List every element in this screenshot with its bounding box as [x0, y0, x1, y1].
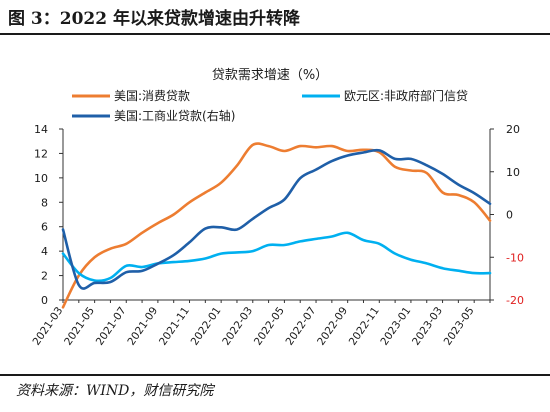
- legend-label: 美国:消费贷款: [114, 89, 190, 103]
- right-tick-label: -20: [506, 294, 524, 307]
- x-tick-label: 2021-11: [157, 305, 192, 348]
- x-tick-label: 2021-09: [125, 305, 160, 348]
- x-tick-label: 2022-01: [189, 305, 224, 348]
- right-tick-label: 10: [506, 166, 520, 179]
- right-tick-label: -10: [506, 251, 524, 264]
- chart-axes: 02468101214-20-10010202021-032021-052021…: [30, 123, 524, 348]
- left-tick-label: 12: [34, 147, 48, 160]
- right-tick-label: 20: [506, 123, 520, 136]
- commercial-loan-line: [61, 148, 492, 290]
- x-tick-label: 2022-05: [252, 305, 287, 348]
- chart-series: [61, 142, 492, 309]
- source-rule: [0, 374, 550, 376]
- x-tick-label: 2023-03: [410, 305, 445, 348]
- x-tick-label: 2023-05: [442, 305, 477, 348]
- consumer-loan-line: [61, 142, 492, 309]
- figure-title: 图 3：2022 年以来贷款增速由升转降: [8, 9, 300, 29]
- source-note: 资料来源：WIND，财信研究院: [16, 383, 214, 399]
- legend-label: 欧元区:非政府部门信贷: [344, 88, 468, 103]
- left-tick-label: 6: [41, 221, 48, 234]
- left-tick-label: 0: [41, 294, 48, 307]
- chart-title: 贷款需求增速（%）: [212, 68, 328, 83]
- legend-label: 美国:工商业贷款(右轴): [114, 108, 235, 123]
- line-chart: 贷款需求增速（%） 美国:消费贷款 欧元区:非政府部门信贷美国:工商业贷款(右轴)…: [30, 68, 524, 348]
- left-tick-label: 2: [41, 270, 48, 283]
- x-tick-label: 2021-05: [62, 305, 97, 348]
- x-tick-label: 2023-01: [378, 305, 413, 348]
- x-tick-label: 2022-03: [220, 305, 255, 348]
- left-tick-label: 4: [41, 245, 48, 258]
- title-rule: [0, 33, 550, 35]
- left-tick-label: 14: [34, 123, 48, 136]
- left-tick-label: 8: [41, 196, 48, 209]
- x-tick-label: 2021-03: [30, 305, 65, 348]
- x-tick-label: 2022-11: [347, 305, 382, 348]
- left-tick-label: 10: [34, 172, 48, 185]
- x-tick-label: 2022-07: [283, 305, 318, 348]
- euro-credit-line: [61, 231, 492, 283]
- right-tick-label: 0: [506, 209, 513, 222]
- x-tick-label: 2021-07: [94, 305, 129, 348]
- x-tick-label: 2022-09: [315, 305, 350, 348]
